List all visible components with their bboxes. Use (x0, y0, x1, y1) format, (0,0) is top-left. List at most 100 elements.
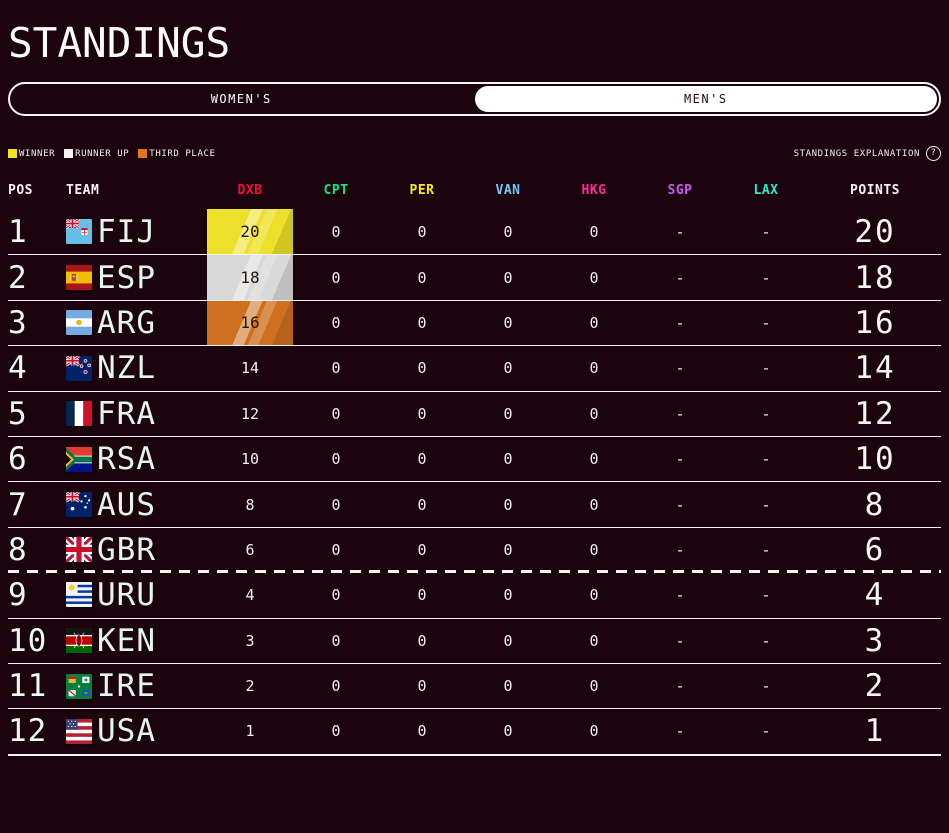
points-value: 1 (864, 713, 886, 750)
event-score-van: 0 (503, 585, 513, 604)
event-score-lax: - (761, 359, 771, 378)
flag-great-britain-icon (66, 537, 92, 563)
tab-womens-label: WOMEN'S (210, 92, 272, 106)
event-score-lax: - (761, 313, 771, 332)
event-score-per: 0 (417, 677, 427, 696)
legend-and-explanation-row: WINNER RUNNER UP THIRD PLACE STANDINGS EXP… (8, 146, 941, 161)
legend-item: THIRD PLACE (138, 149, 215, 159)
event-score-sgp: - (675, 677, 685, 696)
event-score-cpt: 0 (331, 495, 341, 514)
legend-label: THIRD PLACE (149, 148, 216, 159)
event-score-cpt: 0 (331, 222, 341, 241)
column-header-per: PER (409, 183, 435, 198)
team-cell: GBR (66, 528, 207, 572)
team-code: FIJ (97, 213, 156, 250)
event-score-sgp: - (675, 450, 685, 469)
points-value: 18 (854, 259, 896, 296)
column-header-van: VAN (495, 183, 521, 198)
flag-australia-icon (66, 492, 92, 518)
event-score-lax: - (761, 585, 771, 604)
event-score-van: 0 (503, 313, 513, 332)
event-score-cpt: 0 (331, 722, 341, 741)
event-score-dxb: 6 (245, 540, 255, 559)
tab-mens[interactable]: MEN'S (474, 86, 937, 112)
flag-spain-icon (66, 265, 92, 291)
event-score-cpt: 0 (331, 268, 341, 287)
event-score-lax: - (761, 540, 771, 559)
event-score-cpt: 0 (331, 631, 341, 650)
team-code: NZL (97, 350, 156, 387)
table-row: 8 GBR 6 0 0 0 0 - - 6 (8, 526, 941, 572)
column-header-team: TEAM (66, 183, 100, 198)
team-cell: URU (66, 572, 207, 617)
third-place-swatch-icon (138, 149, 148, 158)
position-number: 8 (8, 531, 28, 568)
flag-new-zealand-icon (66, 355, 92, 381)
table-row: 12 USA 1 0 0 0 0 - - 1 (8, 708, 941, 753)
event-score-sgp: - (675, 404, 685, 423)
event-score-dxb: 16 (207, 300, 293, 346)
event-score-dxb: 12 (240, 404, 260, 423)
event-score-lax: - (761, 450, 771, 469)
event-score-cpt: 0 (331, 359, 341, 378)
event-score-dxb: 4 (245, 585, 255, 604)
event-score-per: 0 (417, 495, 427, 514)
event-score-per: 0 (417, 631, 427, 650)
points-value: 10 (854, 441, 896, 478)
team-cell: FIJ (66, 209, 207, 254)
event-score-hkg: 0 (589, 268, 599, 287)
position-number: 1 (8, 213, 28, 250)
team-cell: ARG (66, 301, 207, 345)
event-score-van: 0 (503, 631, 513, 650)
flag-argentina-icon (66, 310, 92, 336)
event-score-lax: - (761, 722, 771, 741)
question-circle-icon: ? (926, 146, 941, 161)
column-header-points: POINTS (850, 183, 900, 198)
event-score-lax: - (761, 677, 771, 696)
event-score-per: 0 (417, 359, 427, 378)
event-score-per: 0 (417, 540, 427, 559)
table-row: 2 ESP 18 0 0 0 0 - - 18 (8, 254, 941, 300)
flag-usa-icon (66, 718, 92, 744)
table-row: 9 URU 4 0 0 0 0 - - 4 (8, 570, 941, 617)
table-row: 3 ARG 16 0 0 0 0 - - 16 (8, 299, 941, 346)
position-number: 7 (8, 486, 28, 523)
team-code: RSA (97, 441, 156, 478)
team-code: ESP (97, 259, 156, 296)
points-value: 2 (864, 668, 886, 705)
event-score-per: 0 (417, 313, 427, 332)
event-score-sgp: - (675, 313, 685, 332)
event-score-sgp: - (675, 631, 685, 650)
event-score-van: 0 (503, 495, 513, 514)
standings-explanation-link[interactable]: STANDINGS EXPLANATION ? (794, 146, 941, 161)
event-score-sgp: - (675, 722, 685, 741)
event-score-hkg: 0 (589, 722, 599, 741)
team-cell: RSA (66, 437, 207, 481)
team-code: AUS (97, 486, 156, 523)
position-number: 9 (8, 576, 28, 613)
event-score-per: 0 (417, 404, 427, 423)
event-score-hkg: 0 (589, 631, 599, 650)
points-value: 6 (864, 531, 886, 568)
legend-item: RUNNER UP (64, 149, 129, 159)
event-score-cpt: 0 (331, 450, 341, 469)
event-score-dxb: 3 (245, 631, 255, 650)
standings-table-body: 1 FIJ 20 0 0 0 0- -20 2 ESP 18 0 0 0 0- -18 3 ARG 16 0 0 0 0- -… (8, 209, 941, 756)
page-title: STANDINGS (8, 19, 231, 67)
position-number: 3 (8, 304, 28, 341)
team-cell: KEN (66, 619, 207, 663)
event-score-hkg: 0 (589, 585, 599, 604)
flag-kenya-icon (66, 628, 92, 654)
event-score-dxb: 18 (207, 255, 293, 300)
position-number: 12 (8, 713, 48, 750)
points-value: 3 (864, 622, 886, 659)
event-score-dxb: 14 (240, 359, 260, 378)
position-number: 2 (8, 259, 28, 296)
team-code: KEN (97, 622, 156, 659)
event-score-hkg: 0 (589, 495, 599, 514)
tab-womens[interactable]: WOMEN'S (10, 84, 473, 114)
team-code: FRA (97, 395, 156, 432)
table-row: 1 FIJ 20 0 0 0 0 - - 20 (8, 209, 941, 255)
event-score-lax: - (761, 495, 771, 514)
points-value: 4 (864, 576, 886, 613)
